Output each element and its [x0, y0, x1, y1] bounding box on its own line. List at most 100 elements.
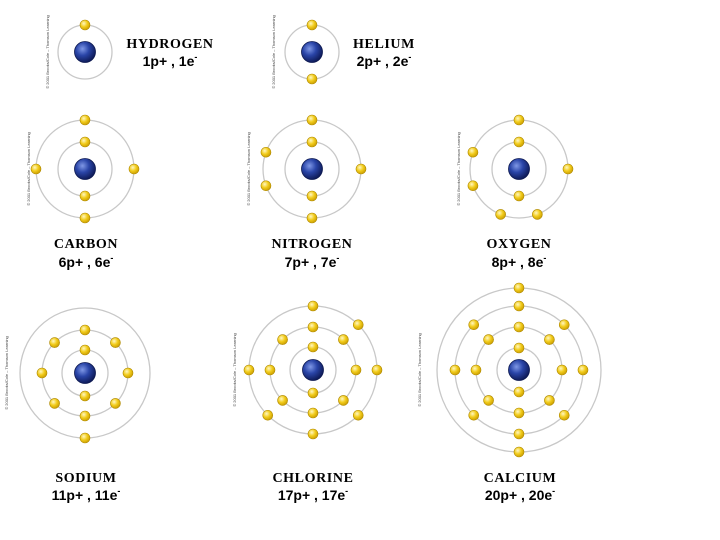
nucleus [74, 158, 96, 180]
nucleus [74, 362, 96, 384]
electron [513, 342, 525, 354]
electron [562, 163, 574, 175]
electron [306, 19, 318, 31]
electron [260, 180, 272, 192]
electron [79, 324, 91, 336]
electron [513, 428, 525, 440]
electron [79, 19, 91, 31]
electron [110, 337, 121, 348]
electron [558, 409, 570, 421]
element-name: OXYGEN [486, 237, 551, 252]
particle-counts: 8p+ , 8e- [492, 253, 547, 270]
atom-helium: © 2001 Brooks/Cole – Thomson Learning HEL… [271, 15, 415, 89]
nucleus [508, 359, 530, 381]
electron [495, 209, 506, 220]
electron [307, 341, 319, 353]
particle-counts: 6p+ , 6e- [59, 253, 114, 270]
electron [110, 398, 121, 409]
electron [468, 409, 480, 421]
element-name: HYDROGEN [126, 37, 213, 52]
nucleus [302, 359, 324, 381]
element-name: CHLORINE [272, 471, 353, 486]
credit-text: © 2001 Brooks/Cole – Thomson Learning [246, 132, 251, 206]
electron [307, 428, 319, 440]
electron [352, 409, 364, 421]
electron [307, 300, 319, 312]
particle-counts: 2p+ , 2e- [357, 52, 412, 69]
electron [79, 212, 91, 224]
electron [260, 146, 272, 158]
nucleus [508, 158, 530, 180]
credit-text: © 2001 Brooks/Cole – Thomson Learning [4, 336, 9, 410]
electron [513, 300, 525, 312]
electron [513, 386, 525, 398]
credit-text: © 2001 Brooks/Cole – Thomson Learning [271, 15, 276, 89]
electron [277, 395, 288, 406]
electron [306, 114, 318, 126]
electron [306, 73, 318, 85]
element-name: CARBON [54, 237, 118, 252]
electron [556, 364, 568, 376]
electron [350, 364, 362, 376]
electron [79, 190, 91, 202]
electron [79, 114, 91, 126]
electron [338, 334, 349, 345]
electron [513, 446, 525, 458]
electron [306, 212, 318, 224]
electron [352, 319, 364, 331]
credit-text: © 2001 Brooks/Cole – Thomson Learning [45, 15, 50, 89]
nucleus [301, 158, 323, 180]
electron [371, 364, 383, 376]
particle-counts: 20p+ , 20e- [485, 486, 555, 503]
electron [306, 136, 318, 148]
element-name: NITROGEN [271, 237, 352, 252]
electron [532, 209, 543, 220]
atom-calcium: © 2001 Brooks/Cole – Thomson Learning CAL… [417, 282, 602, 503]
atom-chlorine: © 2001 Brooks/Cole – Thomson Learning CHL… [232, 300, 383, 503]
electron [470, 364, 482, 376]
electron [79, 410, 91, 422]
electron [513, 407, 525, 419]
electron [79, 390, 91, 402]
electron [483, 334, 494, 345]
electron [544, 395, 555, 406]
atom-sodium: © 2001 Brooks/Cole – Thomson Learning SOD… [4, 307, 151, 503]
element-name: HELIUM [353, 37, 415, 52]
electron [36, 367, 48, 379]
electron [577, 364, 589, 376]
electron [306, 190, 318, 202]
credit-text: © 2001 Brooks/Cole – Thomson Learning [26, 132, 31, 206]
electron [264, 364, 276, 376]
atom-nitrogen: © 2001 Brooks/Cole – Thomson Learning NIT… [246, 114, 367, 270]
electron [467, 180, 479, 192]
electron [513, 321, 525, 333]
electron [338, 395, 349, 406]
electron [262, 409, 274, 421]
electron [513, 282, 525, 294]
electron [449, 364, 461, 376]
electron [513, 114, 525, 126]
credit-text: © 2001 Brooks/Cole – Thomson Learning [417, 333, 422, 407]
electron [544, 334, 555, 345]
electron [468, 319, 480, 331]
electron [49, 337, 60, 348]
electron [122, 367, 134, 379]
atom-hydrogen: © 2001 Brooks/Cole – Thomson Learning HYD… [45, 15, 213, 89]
element-name: SODIUM [55, 471, 116, 486]
electron [128, 163, 140, 175]
electron [513, 190, 525, 202]
electron [79, 344, 91, 356]
credit-text: © 2001 Brooks/Cole – Thomson Learning [232, 333, 237, 407]
electron [243, 364, 255, 376]
electron [307, 407, 319, 419]
credit-text: © 2001 Brooks/Cole – Thomson Learning [456, 132, 461, 206]
electron [467, 146, 479, 158]
particle-counts: 17p+ , 17e- [278, 486, 348, 503]
atom-carbon: © 2001 Brooks/Cole – Thomson Learning CAR… [26, 114, 140, 270]
electron [277, 334, 288, 345]
electron [49, 398, 60, 409]
electron [307, 321, 319, 333]
electron [30, 163, 42, 175]
electron [558, 319, 570, 331]
